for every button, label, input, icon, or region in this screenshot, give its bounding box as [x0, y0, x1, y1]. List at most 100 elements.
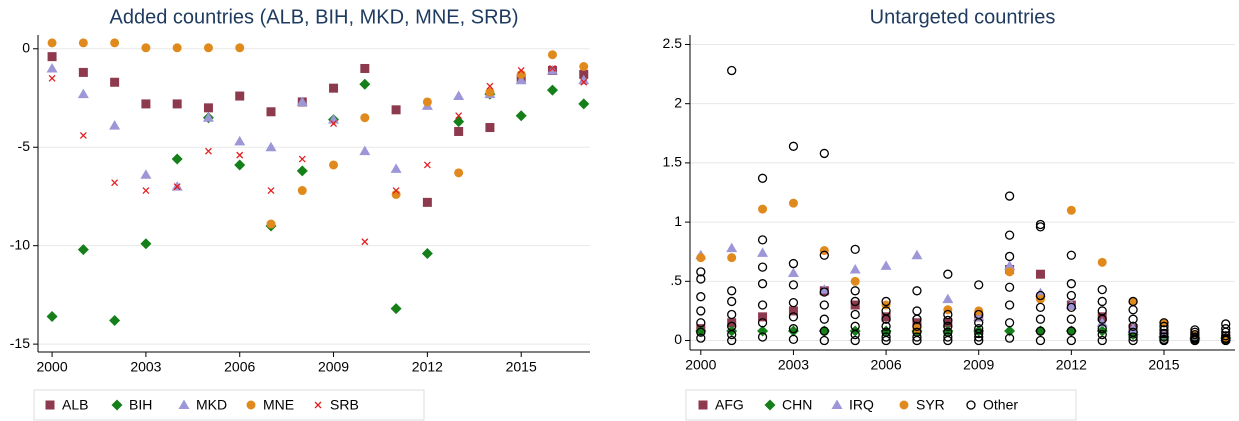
point: [296, 165, 308, 177]
legend-label: SRB: [330, 397, 359, 413]
legend-marker: [764, 399, 776, 411]
point: [819, 287, 829, 297]
chart-title: Untargeted countries: [870, 6, 1056, 28]
point: [235, 91, 245, 101]
point: [421, 248, 433, 260]
point: [329, 83, 339, 93]
point: [141, 43, 151, 53]
point: [727, 65, 737, 76]
point: [850, 329, 860, 340]
point: [757, 262, 768, 272]
point: [819, 326, 829, 336]
point: [788, 258, 799, 269]
point: [203, 43, 213, 53]
point: [1034, 287, 1046, 298]
point: [727, 309, 737, 320]
chart-title: Added countries (ALB, BIH, MKD, MNE, SRB…: [109, 6, 518, 28]
point: [47, 52, 57, 62]
point: [850, 296, 860, 307]
point: [172, 99, 182, 109]
point: [943, 332, 953, 342]
point: [757, 173, 768, 183]
x-tick-label: 2006: [870, 357, 901, 373]
point: [579, 62, 589, 72]
point: [696, 292, 706, 302]
point: [486, 82, 494, 90]
point: [1128, 335, 1138, 346]
legend-label: IRQ: [849, 397, 874, 413]
legend-label: MNE: [263, 397, 294, 413]
point: [819, 335, 829, 346]
legend-marker: [966, 400, 976, 410]
legend-marker: [111, 399, 123, 411]
point: [546, 64, 558, 75]
point: [974, 335, 984, 346]
point: [881, 321, 891, 331]
point: [788, 141, 799, 151]
point: [171, 153, 183, 165]
point: [515, 110, 527, 122]
point: [515, 74, 527, 85]
point: [696, 253, 706, 263]
point: [696, 318, 706, 328]
point: [881, 296, 891, 307]
point: [517, 66, 525, 74]
point: [1035, 314, 1046, 324]
point: [1128, 296, 1138, 306]
point: [1066, 205, 1076, 215]
point: [1097, 329, 1107, 340]
point: [1128, 305, 1138, 315]
point: [1097, 335, 1107, 346]
point: [696, 306, 706, 316]
point: [758, 204, 768, 214]
y-tick-label: 0: [674, 331, 682, 347]
point: [392, 187, 400, 195]
point: [912, 286, 922, 296]
point: [1128, 332, 1138, 342]
point: [110, 77, 120, 87]
point: [943, 309, 953, 320]
point: [850, 335, 860, 346]
legend-box: [33, 389, 425, 421]
point: [788, 198, 798, 208]
legend-label: BIH: [129, 397, 152, 413]
point: [696, 327, 706, 337]
point: [1066, 302, 1076, 313]
point: [580, 78, 588, 86]
point: [1035, 302, 1046, 313]
point: [78, 38, 88, 48]
point: [912, 335, 922, 346]
point: [453, 116, 465, 128]
point: [1066, 335, 1076, 346]
legend-label: SYR: [916, 397, 945, 413]
point: [1004, 282, 1015, 292]
point: [266, 107, 276, 117]
point: [109, 120, 121, 130]
y-tick-label: .5: [670, 272, 682, 288]
point: [77, 88, 89, 99]
point: [1159, 325, 1169, 335]
point: [974, 280, 984, 290]
point: [422, 97, 432, 107]
legend-label: Other: [983, 397, 1018, 413]
point: [787, 325, 799, 337]
point: [912, 306, 922, 316]
point: [173, 183, 181, 191]
point: [549, 65, 556, 72]
point: [911, 249, 923, 260]
point: [48, 74, 56, 82]
point: [1035, 222, 1046, 232]
y-tick-label: -10: [10, 236, 30, 252]
point: [266, 219, 276, 229]
point: [1097, 296, 1107, 307]
point: [298, 155, 306, 163]
point: [578, 74, 590, 85]
point: [757, 300, 768, 310]
point: [1004, 333, 1015, 343]
point: [390, 303, 402, 315]
point: [1096, 317, 1108, 327]
x-tick-label: 2006: [224, 359, 255, 375]
point: [943, 321, 953, 331]
point: [1004, 325, 1016, 337]
point: [788, 297, 799, 308]
